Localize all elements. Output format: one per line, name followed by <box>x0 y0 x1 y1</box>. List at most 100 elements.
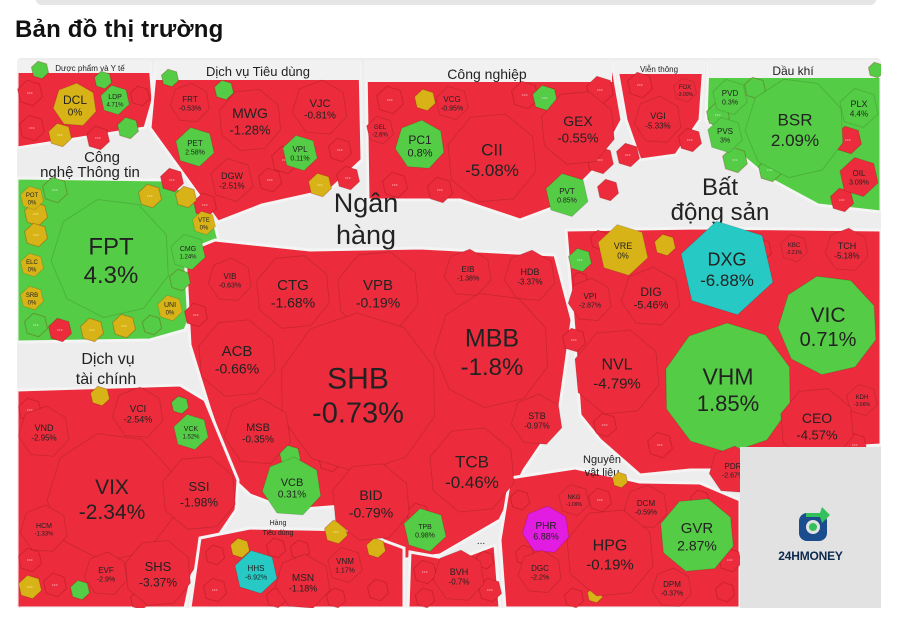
stock-cell-other[interactable] <box>229 537 251 559</box>
stock-cell-vic[interactable] <box>777 275 877 376</box>
stock-cell-stb[interactable] <box>510 393 563 445</box>
stock-cell-mbb[interactable] <box>433 292 548 409</box>
stock-cell-vci[interactable] <box>111 386 164 438</box>
stock-cell-other[interactable] <box>202 577 228 603</box>
stock-cell-bid[interactable] <box>332 463 410 541</box>
stock-cell-shs[interactable] <box>124 539 192 607</box>
stock-cell-oil[interactable] <box>839 156 879 198</box>
stock-cell-other[interactable] <box>129 85 151 107</box>
stock-cell-vgi[interactable] <box>633 95 682 143</box>
stock-cell-other[interactable] <box>677 127 703 153</box>
stock-cell-other[interactable] <box>427 176 453 204</box>
stock-cell-other[interactable] <box>183 302 209 328</box>
stock-cell-tch[interactable] <box>824 227 869 272</box>
stock-cell-other[interactable] <box>17 79 43 107</box>
stock-cell-vnm[interactable] <box>327 546 363 584</box>
stock-cell-other[interactable] <box>111 313 137 339</box>
stock-cell-other[interactable] <box>376 85 404 115</box>
stock-cell-gvr[interactable] <box>660 498 734 572</box>
stock-cell-vre[interactable] <box>597 224 649 276</box>
stock-cell-other[interactable] <box>413 88 437 112</box>
stock-cell-vpi[interactable] <box>567 277 612 322</box>
stock-cell-hhs[interactable] <box>234 549 278 595</box>
stock-cell-other[interactable] <box>137 183 163 209</box>
stock-cell-other[interactable] <box>42 176 68 204</box>
stock-cell-nkg[interactable] <box>558 483 590 517</box>
stock-cell-other[interactable] <box>174 185 198 209</box>
stock-cell-pvs[interactable] <box>707 116 743 154</box>
stock-cell-dpm[interactable] <box>651 567 692 608</box>
stock-cell-other[interactable] <box>47 317 73 343</box>
stock-cell-vpl[interactable] <box>282 134 318 172</box>
stock-cell-kbc[interactable] <box>780 233 808 263</box>
stock-cell-other[interactable] <box>85 125 111 151</box>
stock-cell-dcl[interactable] <box>52 82 97 127</box>
stock-cell-other[interactable] <box>213 79 235 101</box>
stock-cell-pet[interactable] <box>175 126 215 168</box>
stock-cell-other[interactable] <box>867 61 881 79</box>
stock-cell-other[interactable] <box>17 574 43 600</box>
stock-cell-other[interactable] <box>596 178 620 202</box>
stock-cell-vnd[interactable] <box>17 405 70 457</box>
stock-cell-other[interactable] <box>335 165 361 191</box>
stock-cell-other[interactable] <box>366 578 390 602</box>
stock-cell-pot[interactable] <box>19 185 45 211</box>
stock-cell-dxg[interactable] <box>680 220 774 316</box>
stock-cell-ssi[interactable] <box>162 456 236 530</box>
stock-cell-nvl[interactable] <box>574 329 660 415</box>
stock-cell-other[interactable] <box>141 314 163 336</box>
stock-cell-vte[interactable] <box>191 210 217 236</box>
stock-cell-msb[interactable] <box>223 397 292 465</box>
stock-cell-other[interactable] <box>42 572 68 598</box>
stock-cell-srb[interactable] <box>19 285 45 311</box>
stock-cell-plx[interactable] <box>839 87 879 129</box>
stock-cell-other[interactable] <box>722 146 748 174</box>
stock-cell-bvh[interactable] <box>432 549 485 601</box>
stock-cell-kdh[interactable] <box>846 383 878 417</box>
stock-cell-other[interactable] <box>592 412 618 438</box>
stock-cell-other[interactable] <box>160 68 180 88</box>
stock-cell-other[interactable] <box>159 167 185 193</box>
stock-cell-hpg[interactable] <box>566 509 654 597</box>
stock-cell-other[interactable] <box>587 487 613 513</box>
stock-cell-other[interactable] <box>325 587 347 608</box>
stock-cell-other[interactable] <box>89 385 111 407</box>
stock-cell-pvt[interactable] <box>545 172 589 218</box>
stock-cell-eib[interactable] <box>443 248 492 296</box>
stock-cell-acb[interactable] <box>198 319 276 397</box>
stock-cell-other[interactable] <box>627 71 653 99</box>
stock-cell-pc1[interactable] <box>394 119 445 169</box>
stock-cell-other[interactable] <box>647 431 673 459</box>
stock-cell-other[interactable] <box>170 395 190 415</box>
stock-cell-other[interactable] <box>714 581 736 603</box>
stock-cell-vcb[interactable] <box>261 456 322 516</box>
stock-cell-frt[interactable] <box>169 82 210 123</box>
stock-cell-ldp[interactable] <box>100 84 130 116</box>
stock-cell-gel[interactable] <box>366 115 394 145</box>
stock-cell-msn[interactable] <box>274 553 331 608</box>
stock-cell-other[interactable] <box>412 559 438 585</box>
stock-cell-other[interactable] <box>615 142 641 168</box>
stock-cell-other[interactable] <box>414 587 436 608</box>
stock-cell-dcm[interactable] <box>623 484 668 529</box>
stock-cell-hcm[interactable] <box>19 504 68 552</box>
stock-cell-hdb[interactable] <box>503 249 556 301</box>
stock-cell-gex[interactable] <box>541 91 615 165</box>
stock-cell-other[interactable] <box>511 80 539 110</box>
stock-cell-elc[interactable] <box>19 252 45 278</box>
stock-cell-uni[interactable] <box>157 294 183 322</box>
stock-cell-evf[interactable] <box>83 551 128 596</box>
stock-cell-other[interactable] <box>47 122 73 148</box>
stock-cell-dgw[interactable] <box>210 157 254 203</box>
stock-cell-cii[interactable] <box>447 113 537 203</box>
stock-cell-other[interactable] <box>257 167 283 193</box>
stock-cell-vix[interactable] <box>46 433 175 563</box>
stock-cell-vck[interactable] <box>173 413 209 451</box>
stock-cell-other[interactable] <box>365 537 387 559</box>
stock-cell-fox[interactable] <box>672 77 698 103</box>
stock-cell-fpt[interactable] <box>50 198 169 319</box>
stock-cell-other[interactable] <box>561 327 587 353</box>
stock-cell-other[interactable] <box>30 60 50 80</box>
stock-cell-other[interactable] <box>653 233 677 257</box>
stock-cell-other[interactable] <box>17 547 43 573</box>
